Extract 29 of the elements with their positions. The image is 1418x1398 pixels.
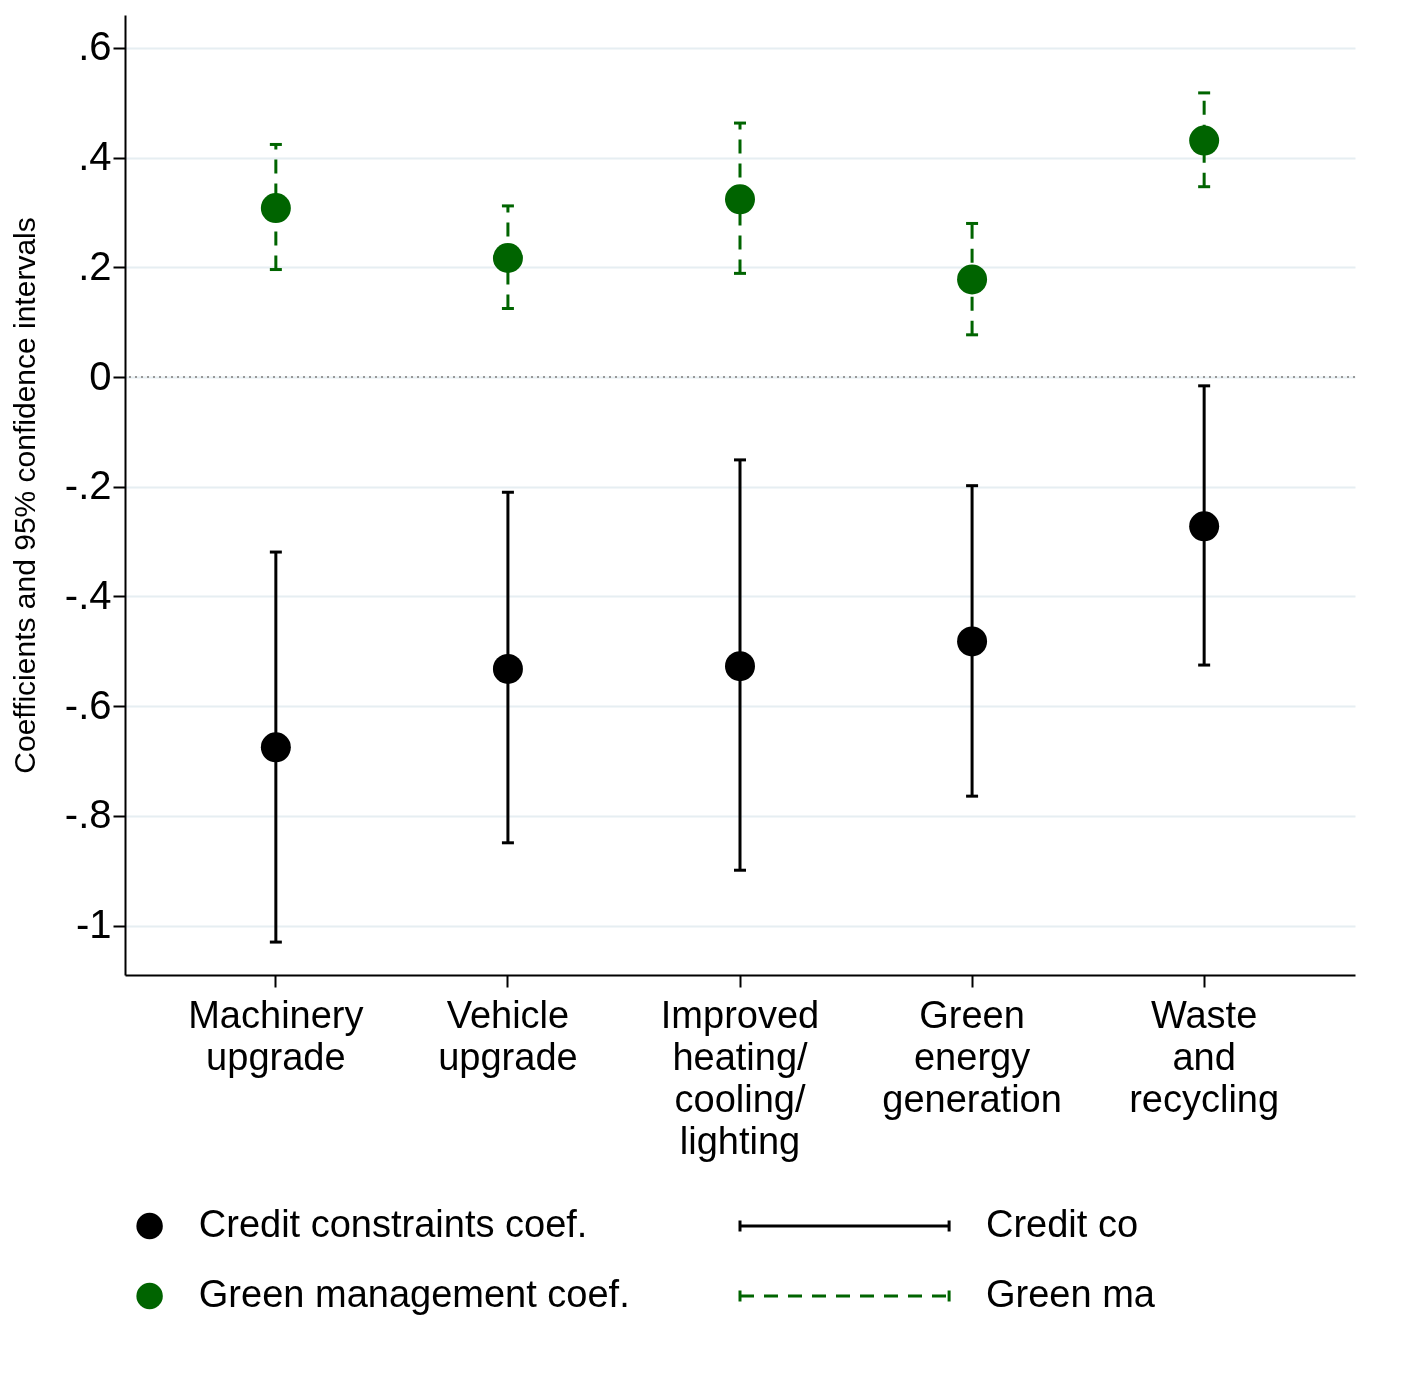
point	[260, 732, 291, 763]
y-tick-label: -.8	[64, 792, 112, 837]
y-tick-label: -.6	[64, 682, 112, 727]
x-tick-label: Vehicle upgrade	[438, 993, 578, 1078]
y-tick-label: -.4	[64, 572, 112, 617]
point	[260, 193, 291, 224]
point	[957, 264, 988, 295]
point	[492, 653, 523, 684]
y-tick-label: .4	[78, 134, 112, 179]
text: Credit co	[986, 1203, 1139, 1245]
y-tick-label: 0	[89, 353, 112, 398]
x-tick-label: Waste and recycling	[1129, 993, 1280, 1120]
point	[725, 651, 755, 682]
point	[492, 243, 523, 273]
y-tick-label: -.2	[64, 463, 112, 508]
y-tick-label: .2	[78, 243, 112, 288]
legend-label: Credit constraints coef.	[198, 1203, 588, 1245]
x-tick-label: Green energy generation	[882, 993, 1062, 1120]
y-tick-label: .6	[78, 24, 112, 69]
y-tick-label: -1	[75, 902, 112, 947]
x-tick-label: Improved heating/ cooling/ lighting	[660, 993, 820, 1162]
y-axis-title: Coefficients and 95% confidence intervals	[7, 217, 41, 774]
point	[1189, 511, 1220, 542]
x-tick-label: Machinery upgrade	[188, 993, 364, 1078]
point	[1189, 125, 1220, 156]
point	[957, 626, 988, 657]
point	[725, 184, 755, 215]
text: Green ma	[986, 1273, 1156, 1315]
legend-label: Green management coef.	[198, 1273, 630, 1315]
